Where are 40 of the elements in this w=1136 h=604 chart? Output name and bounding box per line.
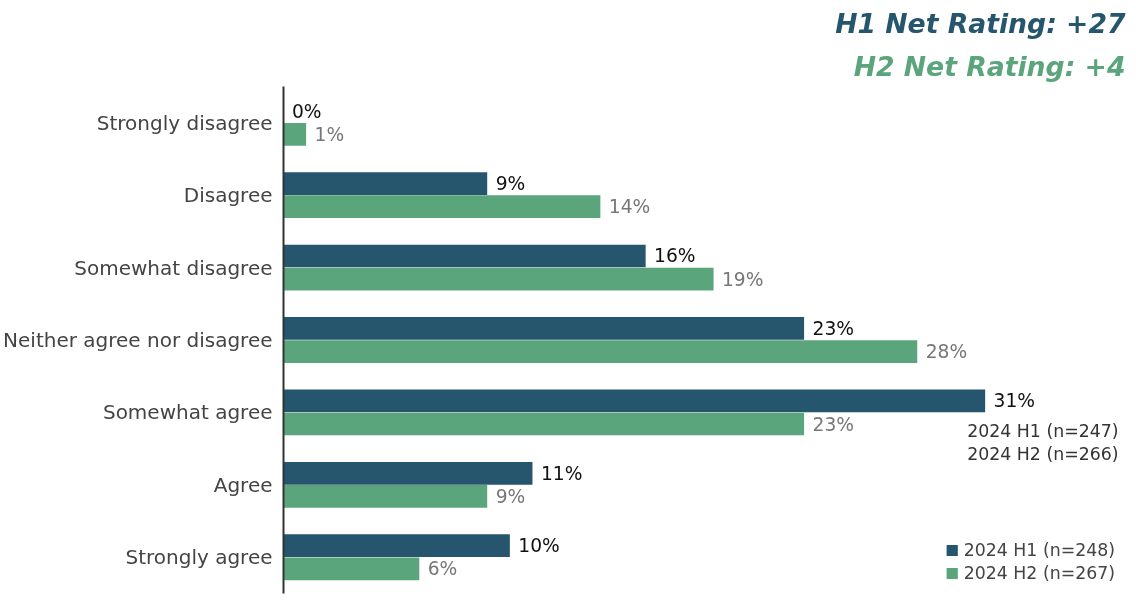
bar: [283, 267, 714, 291]
legend-label: 2024 H1 (n=248): [963, 540, 1115, 560]
y-tick-label: Neither agree nor disagree: [3, 328, 273, 352]
annotation: 2024 H1 (n=247): [967, 421, 1119, 442]
bar: [283, 412, 805, 436]
chart-title: H1 Net Rating: +27: [835, 7, 1126, 39]
bar: [283, 317, 805, 340]
data-label: 9%: [495, 485, 526, 507]
data-label: 23%: [812, 413, 854, 435]
legend-label: 2024 H2 (n=267): [963, 563, 1115, 583]
data-label: 11%: [540, 462, 583, 484]
bar: [283, 461, 533, 485]
chart-subtitle: H2 Net Rating: +4: [853, 50, 1126, 82]
bar: [283, 122, 307, 146]
y-tick-label: Strongly disagree: [96, 110, 273, 135]
y-tick-label: Strongly agree: [125, 545, 273, 570]
bar: [283, 244, 646, 268]
data-label: 14%: [608, 196, 651, 218]
data-label: 16%: [654, 245, 696, 267]
data-label: 10%: [518, 535, 560, 557]
data-label: 0%: [291, 100, 322, 122]
data-label: 28%: [925, 341, 968, 363]
annotation: 2024 H2 (n=266): [967, 444, 1119, 465]
y-tick-label: Disagree: [183, 183, 273, 208]
data-label: 6%: [427, 558, 458, 580]
data-label: 23%: [812, 317, 854, 339]
data-label: 1%: [314, 123, 345, 145]
y-tick-label: Somewhat agree: [102, 400, 273, 425]
bar: [283, 557, 420, 581]
bar: [283, 389, 986, 413]
data-label: 19%: [721, 268, 764, 290]
bar: [283, 485, 488, 508]
bar: [283, 172, 488, 195]
y-tick-label: Somewhat disagree: [74, 255, 273, 280]
y-tick-label: Agree: [213, 472, 273, 497]
bar: [283, 340, 918, 363]
bar: [283, 195, 601, 219]
data-label: 31%: [993, 390, 1036, 412]
bar: [283, 534, 510, 558]
data-label: 9%: [495, 173, 526, 195]
